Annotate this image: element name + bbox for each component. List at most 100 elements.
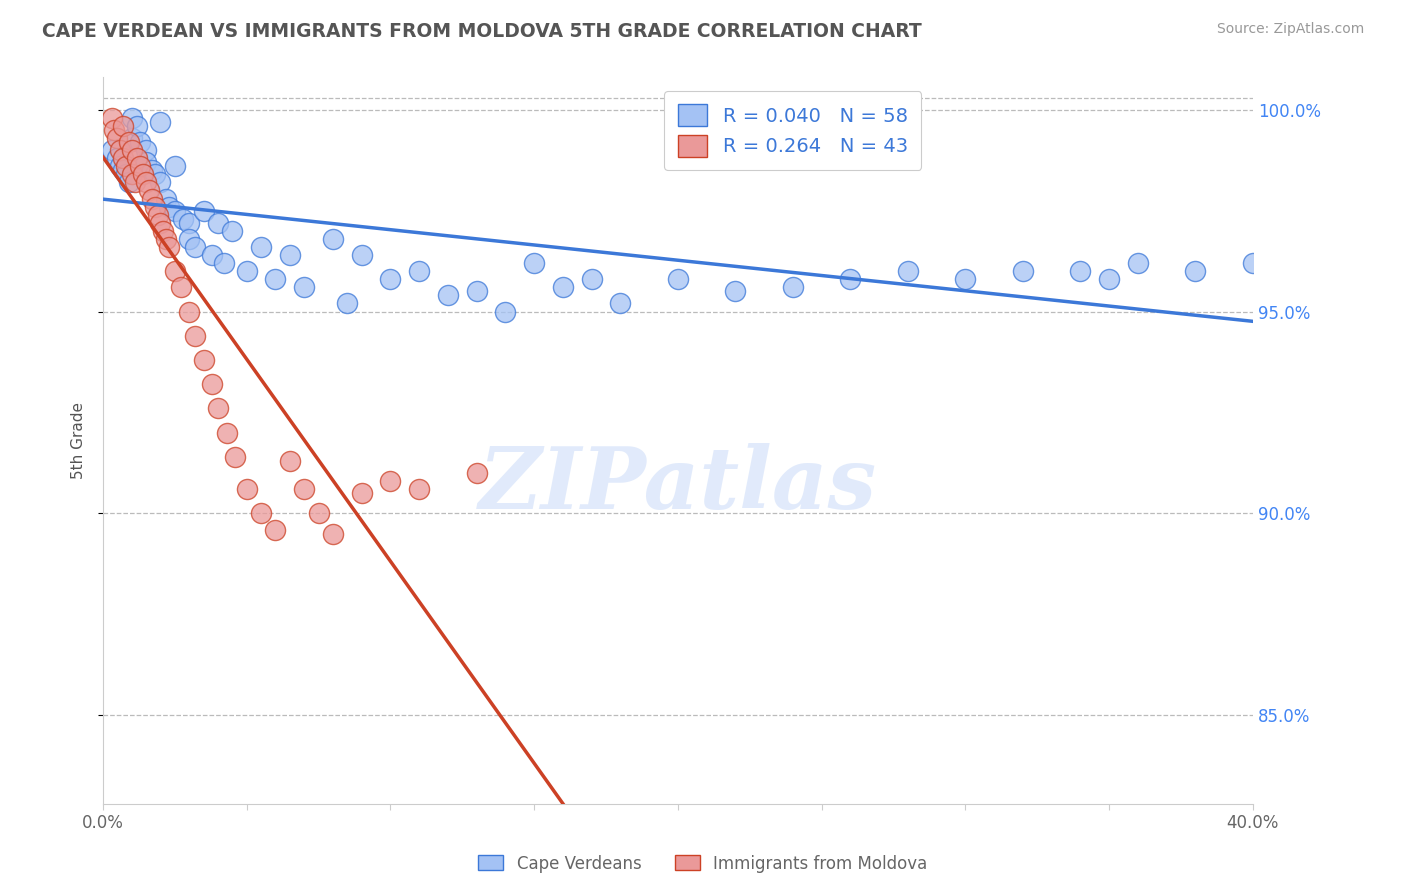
Point <box>135 143 157 157</box>
Point <box>179 304 201 318</box>
Point <box>235 264 257 278</box>
Point <box>163 203 186 218</box>
Legend: R = 0.040   N = 58, R = 0.264   N = 43: R = 0.040 N = 58, R = 0.264 N = 43 <box>664 91 921 170</box>
Point <box>292 482 315 496</box>
Point <box>782 280 804 294</box>
Point <box>1241 256 1264 270</box>
Point <box>143 200 166 214</box>
Point <box>127 119 149 133</box>
Point <box>250 507 273 521</box>
Point <box>155 232 177 246</box>
Point <box>551 280 574 294</box>
Point <box>380 474 402 488</box>
Point <box>184 328 207 343</box>
Point <box>1011 264 1033 278</box>
Point <box>132 167 155 181</box>
Point <box>1098 272 1121 286</box>
Point <box>118 175 141 189</box>
Point <box>207 401 229 416</box>
Point <box>121 131 143 145</box>
Y-axis label: 5th Grade: 5th Grade <box>72 402 86 479</box>
Text: Source: ZipAtlas.com: Source: ZipAtlas.com <box>1216 22 1364 37</box>
Point <box>100 111 122 125</box>
Point <box>179 232 201 246</box>
Point <box>264 523 287 537</box>
Point <box>408 482 430 496</box>
Point <box>609 296 631 310</box>
Point <box>121 167 143 181</box>
Point <box>201 248 224 262</box>
Point <box>292 280 315 294</box>
Text: ZIPatlas: ZIPatlas <box>479 442 877 526</box>
Point <box>121 111 143 125</box>
Point <box>155 192 177 206</box>
Point <box>172 211 194 226</box>
Point <box>108 143 131 157</box>
Point <box>112 119 135 133</box>
Point <box>212 256 235 270</box>
Point <box>149 175 172 189</box>
Point <box>127 151 149 165</box>
Point <box>118 135 141 149</box>
Point <box>215 425 238 440</box>
Point <box>100 143 122 157</box>
Text: CAPE VERDEAN VS IMMIGRANTS FROM MOLDOVA 5TH GRADE CORRELATION CHART: CAPE VERDEAN VS IMMIGRANTS FROM MOLDOVA … <box>42 22 922 41</box>
Point <box>103 123 125 137</box>
Point <box>278 248 301 262</box>
Point <box>235 482 257 496</box>
Point <box>221 224 243 238</box>
Point <box>380 272 402 286</box>
Point <box>207 216 229 230</box>
Point <box>141 192 163 206</box>
Point <box>108 159 131 173</box>
Point <box>523 256 546 270</box>
Point <box>408 264 430 278</box>
Point <box>138 184 160 198</box>
Point <box>149 115 172 129</box>
Point <box>112 163 135 178</box>
Point <box>169 280 191 294</box>
Point <box>121 143 143 157</box>
Point <box>322 526 344 541</box>
Point <box>581 272 603 286</box>
Point <box>135 175 157 189</box>
Point <box>278 454 301 468</box>
Point <box>193 203 215 218</box>
Point <box>264 272 287 286</box>
Point <box>724 285 747 299</box>
Point <box>437 288 460 302</box>
Point <box>465 285 488 299</box>
Point <box>129 159 152 173</box>
Point <box>1184 264 1206 278</box>
Point <box>494 304 516 318</box>
Point <box>141 163 163 178</box>
Point <box>193 353 215 368</box>
Point <box>465 466 488 480</box>
Point <box>163 264 186 278</box>
Point <box>143 167 166 181</box>
Point <box>322 232 344 246</box>
Point <box>666 272 689 286</box>
Point <box>157 240 180 254</box>
Point <box>105 151 128 165</box>
Point <box>115 167 138 181</box>
Point <box>105 131 128 145</box>
Point <box>184 240 207 254</box>
Point <box>350 248 373 262</box>
Point <box>135 155 157 169</box>
Point <box>149 216 172 230</box>
Point <box>250 240 273 254</box>
Point <box>1069 264 1091 278</box>
Point <box>1126 256 1149 270</box>
Point <box>201 377 224 392</box>
Point <box>152 224 174 238</box>
Point <box>124 175 146 189</box>
Point <box>839 272 862 286</box>
Point <box>115 159 138 173</box>
Point <box>129 135 152 149</box>
Point <box>308 507 330 521</box>
Point <box>897 264 920 278</box>
Point <box>955 272 977 286</box>
Legend: Cape Verdeans, Immigrants from Moldova: Cape Verdeans, Immigrants from Moldova <box>472 848 934 880</box>
Point <box>350 486 373 500</box>
